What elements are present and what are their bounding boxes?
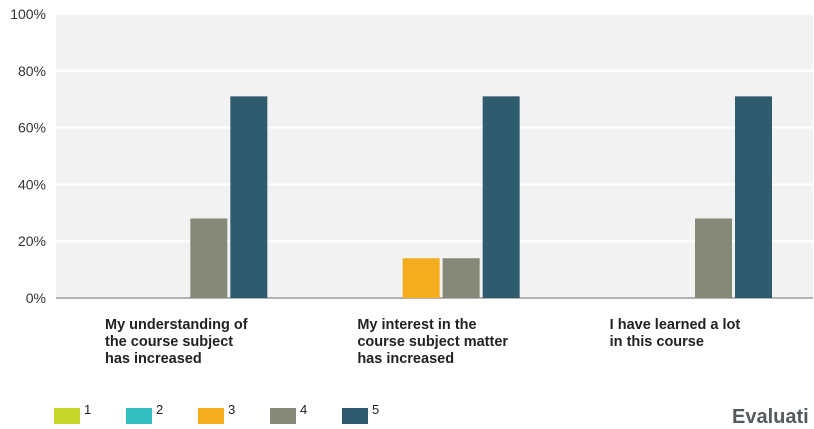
bar-chart: 0% 20% 40% 60% 80% 100% My understanding ofth…	[10, 6, 813, 367]
category-label: has increased	[105, 351, 202, 367]
y-tick-label: 60%	[18, 120, 46, 136]
legend-item: 1	[54, 402, 126, 424]
bar-series-4	[695, 218, 732, 298]
legend-item: 3	[198, 402, 270, 424]
category-label: course subject matter	[357, 334, 508, 350]
y-axis: 0% 20% 40% 60% 80% 100%	[10, 6, 46, 306]
bar-series-3	[402, 258, 440, 298]
legend-swatch	[270, 408, 296, 424]
y-tick-label: 100%	[10, 6, 46, 22]
bar-series-5	[735, 96, 772, 298]
category-label: My understanding of	[105, 317, 248, 333]
bar-series-5	[230, 96, 268, 298]
legend-swatch	[198, 408, 224, 424]
category-label: in this course	[610, 334, 704, 350]
legend: 1 2 3 4 5	[54, 402, 414, 424]
category-label: has increased	[357, 351, 454, 367]
gridlines	[56, 13, 813, 299]
legend-swatch	[342, 408, 368, 424]
bar-series-5	[482, 96, 520, 298]
category-label: the course subject	[105, 334, 233, 350]
bar-series-4	[190, 218, 228, 298]
y-tick-label: 40%	[18, 176, 46, 192]
y-tick-label: 80%	[18, 63, 46, 79]
legend-item: 5	[342, 402, 414, 424]
category-label: I have learned a lot	[610, 317, 741, 333]
legend-label: 4	[300, 402, 308, 417]
legend-swatch	[54, 408, 80, 424]
corner-text: Evaluati	[732, 406, 809, 428]
bars	[190, 96, 772, 298]
plot-area	[56, 14, 813, 298]
legend-label: 3	[228, 402, 236, 417]
bar-series-4	[442, 258, 480, 298]
y-tick-label: 20%	[18, 233, 46, 249]
legend-label: 2	[156, 402, 164, 417]
y-tick-label: 0%	[26, 290, 46, 306]
legend-label: 1	[84, 402, 92, 417]
legend-label: 5	[372, 402, 380, 417]
legend-swatch	[126, 408, 152, 424]
category-label: My interest in the	[357, 317, 476, 333]
legend-item: 2	[126, 402, 198, 424]
legend-item: 4	[270, 402, 342, 424]
